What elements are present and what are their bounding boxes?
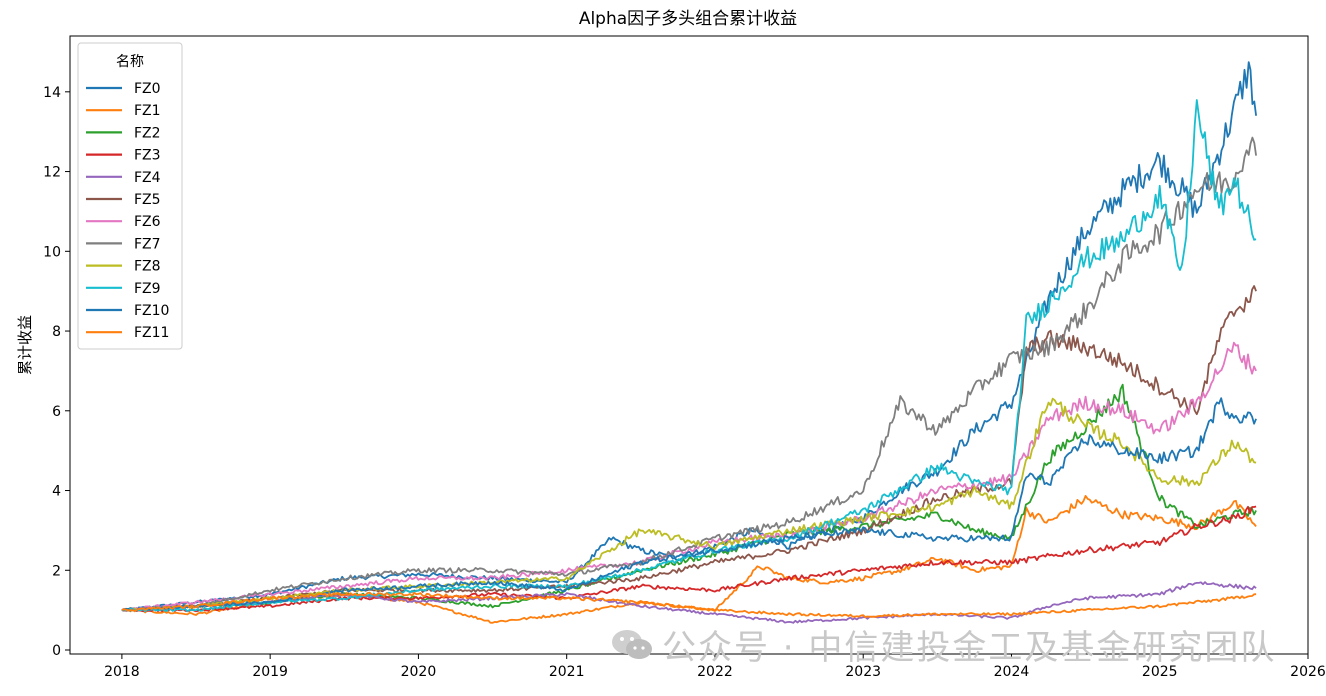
legend-label-fz4: FZ4	[134, 170, 161, 186]
plot-lines	[121, 61, 1257, 624]
legend-label-fz3: FZ3	[134, 148, 161, 164]
legend: 名称 FZ0 FZ1 FZ2 FZ3 FZ4 FZ5 FZ6 FZ7 FZ8 FZ9 FZ10 FZ1…	[77, 42, 183, 350]
y-tick-label: 14	[43, 85, 61, 101]
legend-label-fz1: FZ1	[134, 103, 161, 119]
y-axis: 0 2 4 6 8 10 12 14	[43, 85, 70, 659]
y-tick-label: 4	[52, 484, 61, 500]
legend-label-fz0: FZ0	[134, 81, 161, 97]
series-line-fz11	[121, 591, 1257, 618]
legend-items: FZ0 FZ1 FZ2 FZ3 FZ4 FZ5 FZ6 FZ7 FZ8 FZ9 FZ10 FZ11	[86, 81, 169, 341]
series-line-fz3	[121, 505, 1257, 613]
x-axis: 2018 2019 2020 2021 2022 2023 2024 2025 2026	[104, 654, 1326, 680]
y-tick-label: 2	[52, 563, 61, 579]
legend-label-fz11: FZ11	[134, 325, 169, 341]
legend-label-fz7: FZ7	[134, 236, 161, 252]
wechat-icon	[612, 629, 652, 659]
x-tick-label: 2023	[845, 664, 881, 680]
y-tick-label: 0	[52, 643, 61, 659]
series-line-fz5	[121, 285, 1257, 612]
series-line-fz7	[121, 136, 1257, 612]
legend-label-fz5: FZ5	[134, 192, 161, 208]
x-tick-label: 2018	[104, 664, 140, 680]
legend-label-fz8: FZ8	[134, 259, 161, 275]
watermark: 公众号 · 中信建投金工及基金研究团队	[610, 620, 1276, 669]
y-axis-label: 累计收益	[16, 315, 34, 375]
series-line-fz9	[121, 99, 1257, 613]
x-tick-label: 2024	[994, 664, 1030, 680]
series-line-fz6	[121, 341, 1257, 612]
y-tick-label: 6	[52, 404, 61, 420]
x-tick-label: 2022	[697, 664, 733, 680]
x-tick-label: 2021	[549, 664, 585, 680]
series-line-fz8	[121, 397, 1257, 612]
legend-frame	[77, 42, 183, 350]
legend-label-fz6: FZ6	[134, 214, 161, 230]
series-line-fz4	[121, 581, 1257, 624]
y-tick-label: 8	[52, 324, 61, 340]
series-line-fz0	[121, 61, 1257, 612]
legend-label-fz2: FZ2	[134, 125, 161, 141]
watermark-text: 公众号 · 中信建投金工及基金研究团队	[662, 628, 1277, 668]
x-tick-label: 2026	[1290, 664, 1326, 680]
y-tick-label: 12	[43, 165, 61, 181]
chart-title: Alpha因子多头组合累计收益	[579, 9, 797, 29]
x-tick-label: 2019	[252, 664, 288, 680]
x-tick-label: 2025	[1142, 664, 1178, 680]
plot-frame	[69, 35, 1309, 655]
x-tick-label: 2020	[401, 664, 437, 680]
legend-label-fz9: FZ9	[134, 281, 161, 297]
legend-title: 名称	[116, 54, 144, 70]
legend-label-fz10: FZ10	[134, 303, 169, 319]
y-tick-label: 10	[43, 244, 61, 260]
